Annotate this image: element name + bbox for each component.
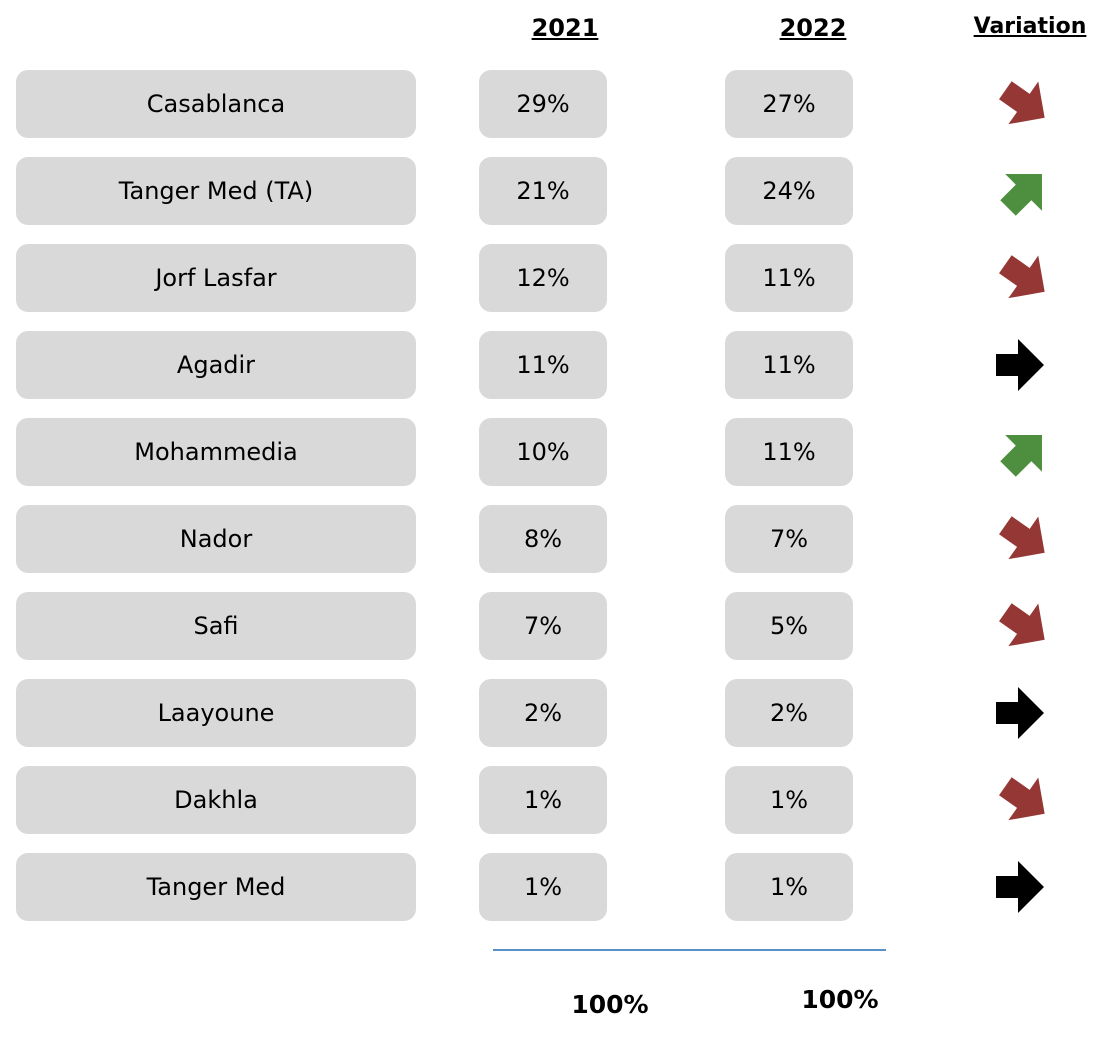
share-cell: 11% [725, 331, 853, 399]
col-header: 2022 [779, 14, 847, 42]
variation-arrow [1000, 174, 1042, 216]
variation-arrow [999, 603, 1045, 647]
share-cell: 11% [725, 244, 853, 312]
share-cell: 24% [725, 157, 853, 225]
share-cell: 1% [725, 853, 853, 921]
port-name: Tanger Med (TA) [16, 157, 416, 225]
share-cell: 7% [479, 592, 607, 660]
port-name: Casablanca [16, 70, 416, 138]
share-cell: 11% [479, 331, 607, 399]
port-name: Laayoune [16, 679, 416, 747]
share-cell: 27% [725, 70, 853, 138]
col-header: Variation [973, 14, 1087, 39]
share-cell: 8% [479, 505, 607, 573]
share-cell: 2% [725, 679, 853, 747]
variation-arrow [996, 687, 1044, 739]
col-header: 2021 [531, 14, 599, 42]
share-cell: 1% [479, 853, 607, 921]
share-cell: 21% [479, 157, 607, 225]
share-cell: 29% [479, 70, 607, 138]
total: 100% [801, 985, 879, 1014]
port-name: Nador [16, 505, 416, 573]
share-cell: 5% [725, 592, 853, 660]
total: 100% [571, 990, 649, 1019]
port-name: Tanger Med [16, 853, 416, 921]
variation-arrow [999, 516, 1045, 560]
variation-arrow [1000, 435, 1042, 477]
share-cell: 1% [725, 766, 853, 834]
share-cell: 2% [479, 679, 607, 747]
port-name: Safi [16, 592, 416, 660]
port-name: Jorf Lasfar [16, 244, 416, 312]
share-cell: 12% [479, 244, 607, 312]
share-cell: 10% [479, 418, 607, 486]
port-name: Dakhla [16, 766, 416, 834]
variation-arrow [996, 861, 1044, 913]
port-name: Agadir [16, 331, 416, 399]
variation-arrow [999, 81, 1045, 125]
variation-arrow [999, 777, 1045, 821]
variation-arrow [996, 339, 1044, 391]
share-cell: 7% [725, 505, 853, 573]
share-cell: 11% [725, 418, 853, 486]
share-cell: 1% [479, 766, 607, 834]
variation-arrow [999, 255, 1045, 299]
port-name: Mohammedia [16, 418, 416, 486]
